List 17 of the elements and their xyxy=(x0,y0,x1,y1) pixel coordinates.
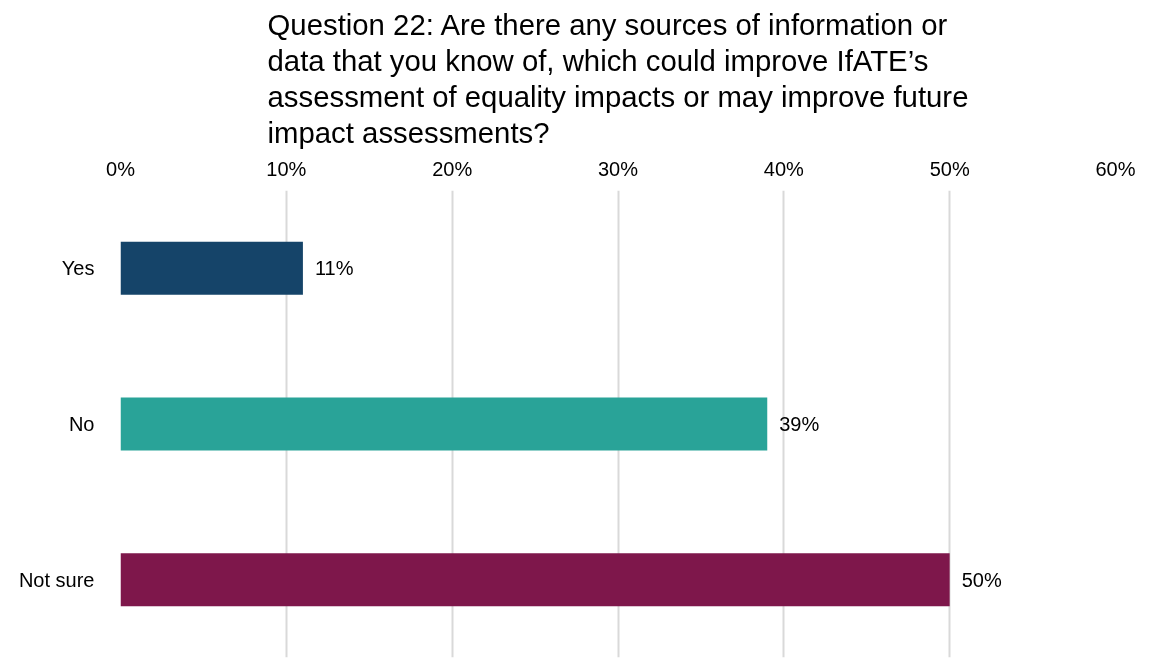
x-tick-label: 30% xyxy=(597,157,639,180)
chart-title: Question 22: Are there any sources of information or data that you know of, which could improve IfATE’s assessment of equality impacts or may improve future impact assessments? xyxy=(267,7,969,150)
x-tick-label: 40% xyxy=(763,157,805,180)
x-tick-label: 0% xyxy=(106,157,136,180)
y-tick-label: No xyxy=(68,413,95,435)
x-tick-label: 50% xyxy=(929,157,970,180)
x-tick-label: 20% xyxy=(432,157,473,180)
bar xyxy=(120,397,768,451)
data-label: 39% xyxy=(779,413,820,435)
y-tick-label: Yes xyxy=(61,257,95,280)
x-tick-label: 60% xyxy=(1095,157,1136,180)
bar xyxy=(120,553,950,607)
y-tick-label: Not sure xyxy=(18,568,95,591)
x-tick-label: 10% xyxy=(266,157,307,180)
data-label: 50% xyxy=(961,568,1002,591)
data-label: 11% xyxy=(314,257,354,280)
bar xyxy=(120,241,303,295)
